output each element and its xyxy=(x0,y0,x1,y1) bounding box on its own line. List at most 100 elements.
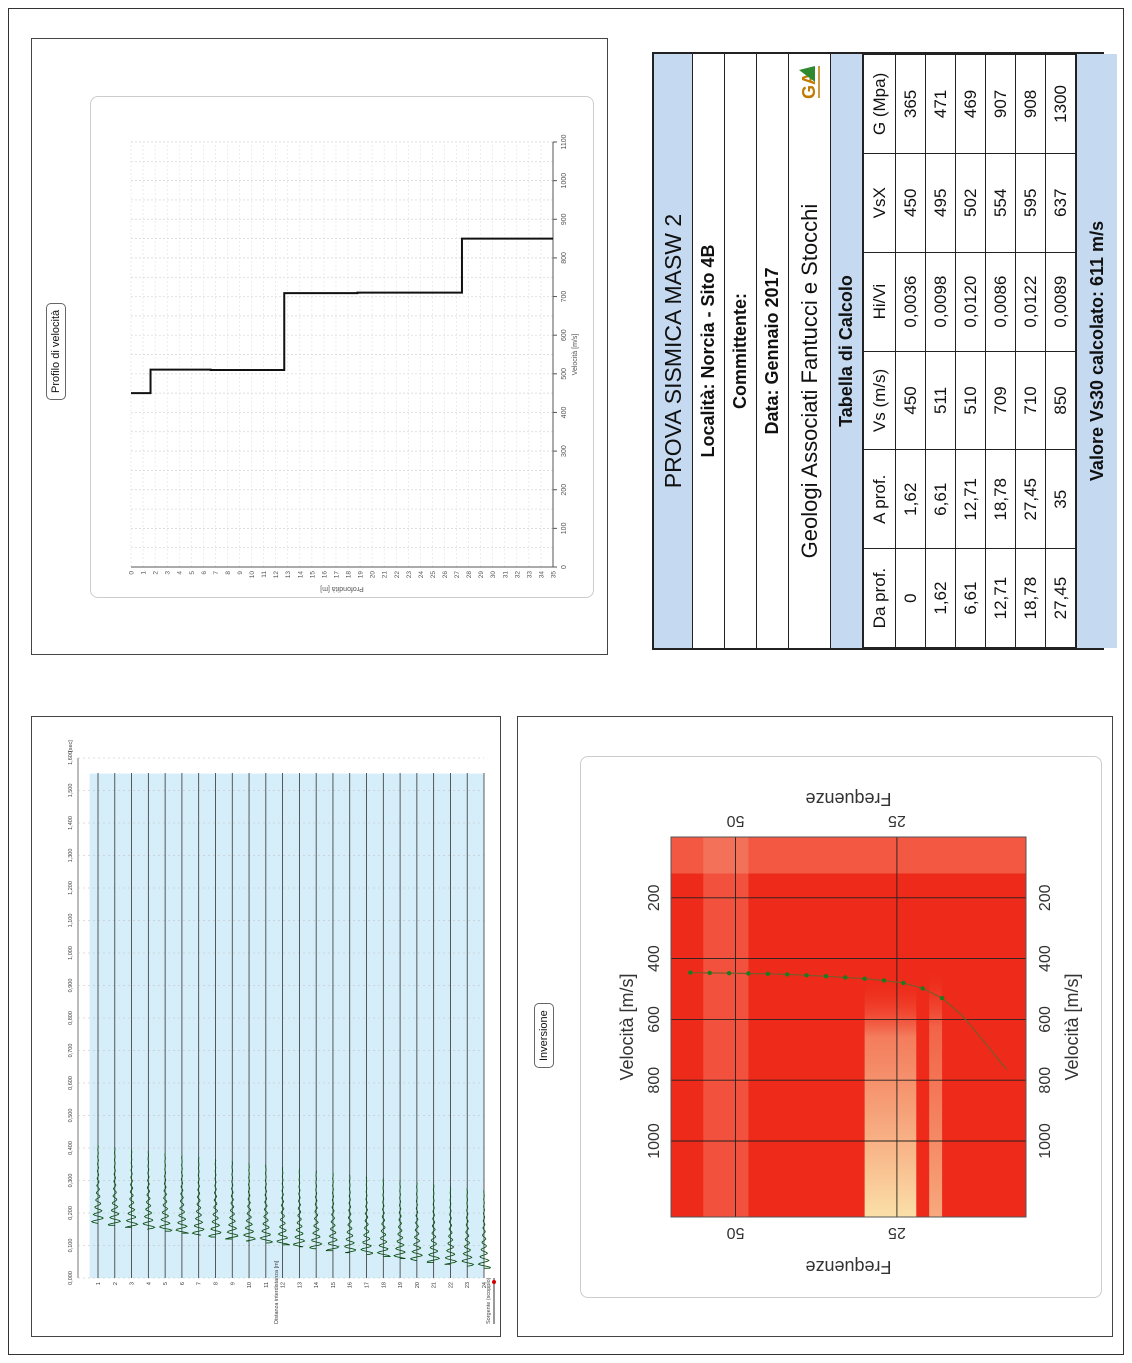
energy-band xyxy=(671,837,1026,874)
column-header: VsX xyxy=(863,153,896,253)
x-tick-label: 600 xyxy=(561,329,568,341)
trace-label: 14 xyxy=(314,1282,320,1288)
x-tick-label: 800 xyxy=(561,252,568,264)
trace-label: 5 xyxy=(163,1282,169,1285)
velocity-axis-label-bottom: Velocità [m/s] xyxy=(1062,973,1082,1080)
y-tick-label: 23 xyxy=(406,571,413,579)
table-cell: 0 xyxy=(895,548,926,648)
trace-wave-outline xyxy=(208,1159,222,1238)
trace-label: 22 xyxy=(448,1282,454,1288)
y-tick-label: 27 xyxy=(454,571,461,579)
y-tick-label: 21 xyxy=(382,571,389,579)
trace-label: 11 xyxy=(264,1282,270,1288)
table-row: 12,71 18,78 709 0,0086 554 907 xyxy=(985,54,1016,648)
trace-label: 8 xyxy=(213,1282,219,1285)
time-tick-label: 1,300 xyxy=(68,849,74,863)
trigger-label: Sorgente (scoppio) xyxy=(486,1277,492,1324)
energy-band xyxy=(929,964,943,1217)
trace-label: 10 xyxy=(247,1282,253,1288)
seismogram-chart: 0,000 0,100 0,200 0,300 0,400 0,500 0,600 0,700… xyxy=(68,740,496,1324)
dispersion-point xyxy=(920,986,925,991)
dispersion-point xyxy=(939,995,945,1001)
table-cell: 0,0120 xyxy=(955,252,986,352)
y-tick-label: 34 xyxy=(538,571,545,579)
table-cell: 637 xyxy=(1045,153,1076,253)
location-label: Località: Norcia - Sito 4B xyxy=(693,54,725,648)
trace-label: 18 xyxy=(381,1282,387,1288)
time-tick-label: 1,200 xyxy=(68,881,74,895)
dispersion-point xyxy=(784,972,790,977)
table-cell: 0,0089 xyxy=(1045,252,1076,352)
y-tick-label: 9 xyxy=(237,571,244,575)
trace-wave-outline xyxy=(259,1164,273,1244)
velocity-tick-label-top: 800 xyxy=(646,1067,663,1094)
column-header: Hi/Vi xyxy=(863,252,896,352)
y-tick-label: 17 xyxy=(333,571,340,579)
table-cell: 471 xyxy=(925,54,956,154)
trace-wave-outline xyxy=(142,1151,156,1230)
trace-wave-outline xyxy=(91,1145,104,1224)
trace-wave-outline xyxy=(175,1155,189,1234)
dispersion-point xyxy=(843,975,848,980)
trace-wave-outline xyxy=(377,1178,391,1257)
energy-band xyxy=(703,837,749,1217)
trace-label: 13 xyxy=(297,1282,303,1288)
table-cell: 18,78 xyxy=(985,449,1016,549)
velocity-tick-label-top: 200 xyxy=(646,884,663,911)
frequency-tick-label-left: 50 xyxy=(727,1224,745,1241)
time-tick-label: 0,700 xyxy=(68,1044,74,1058)
trace-wave-outline xyxy=(360,1176,373,1255)
trace-label: 4 xyxy=(146,1282,152,1285)
column-header: G (Mpa) xyxy=(863,54,896,154)
table-title: Tabella di Calcolo xyxy=(831,54,863,648)
y-tick-label: 5 xyxy=(189,571,196,575)
inversion-tab[interactable]: Inversione xyxy=(534,1003,554,1068)
company-row: Geologi Associati Fantucci e Stocchi GA xyxy=(789,54,831,648)
y-tick-label: 32 xyxy=(514,571,521,579)
table-cell: 510 xyxy=(955,351,986,450)
dispersion-point xyxy=(881,978,887,983)
trace-wave-outline xyxy=(108,1147,121,1226)
dispersion-chart: 1000 1000 800 800 600 600 400 400 200 200 25 25 50 50… xyxy=(617,789,1082,1277)
trace-label: 6 xyxy=(180,1282,186,1285)
table-cell: 511 xyxy=(925,351,956,450)
y-tick-label: 11 xyxy=(261,571,268,578)
y-tick-label: 8 xyxy=(225,571,232,575)
seismogram-panel: 0,000 0,100 0,200 0,300 0,400 0,500 0,600 0,700… xyxy=(31,716,501,1337)
date-label: Data: Gennaio 2017 xyxy=(757,54,789,648)
dispersion-point xyxy=(862,976,867,981)
trace-label: 2 xyxy=(113,1282,119,1285)
frequency-tick-label-right: 50 xyxy=(727,812,745,829)
table-cell: 450 xyxy=(895,351,926,450)
company-logo: GA xyxy=(795,64,823,100)
table-cell: 907 xyxy=(985,54,1016,154)
time-tick-label: 0,600 xyxy=(68,1076,74,1090)
y-tick-label: 13 xyxy=(285,571,292,579)
time-tick-label: 1,000 xyxy=(68,946,74,960)
x-tick-label: 500 xyxy=(561,368,568,380)
y-axis-label: Profondità [m] xyxy=(320,585,364,592)
dispersion-point xyxy=(804,973,809,978)
trace-label: 1 xyxy=(96,1282,102,1285)
x-tick-label: 900 xyxy=(561,213,568,225)
dispersion-point xyxy=(901,980,906,986)
table-cell: 0,0122 xyxy=(1015,252,1046,352)
trace-wave-outline xyxy=(191,1157,205,1236)
frequency-tick-label-right: 25 xyxy=(888,812,906,829)
table-cell: 595 xyxy=(1015,153,1046,253)
time-tick-label: 0,100 xyxy=(68,1239,74,1253)
trace-label: 15 xyxy=(331,1282,337,1288)
column-header: A prof. xyxy=(863,449,896,549)
velocity-profile-tab[interactable]: Profilo di velocità xyxy=(46,302,66,400)
velocity-tick-label-bottom: 400 xyxy=(1037,945,1054,972)
table-row: 6,61 12,71 510 0,0120 502 469 xyxy=(955,54,986,648)
table-cell: 35 xyxy=(1045,449,1076,549)
x-tick-label: 1100 xyxy=(561,134,568,149)
y-tick-label: 29 xyxy=(478,571,485,579)
x-tick-label: 700 xyxy=(561,291,568,303)
table-cell: 27,45 xyxy=(1045,548,1076,648)
distance-axis-label: Distanza interdistanza [m] xyxy=(274,1260,280,1324)
table-cell: 27,45 xyxy=(1015,449,1046,549)
x-tick-label: 0 xyxy=(561,565,568,569)
y-tick-label: 7 xyxy=(213,571,220,575)
